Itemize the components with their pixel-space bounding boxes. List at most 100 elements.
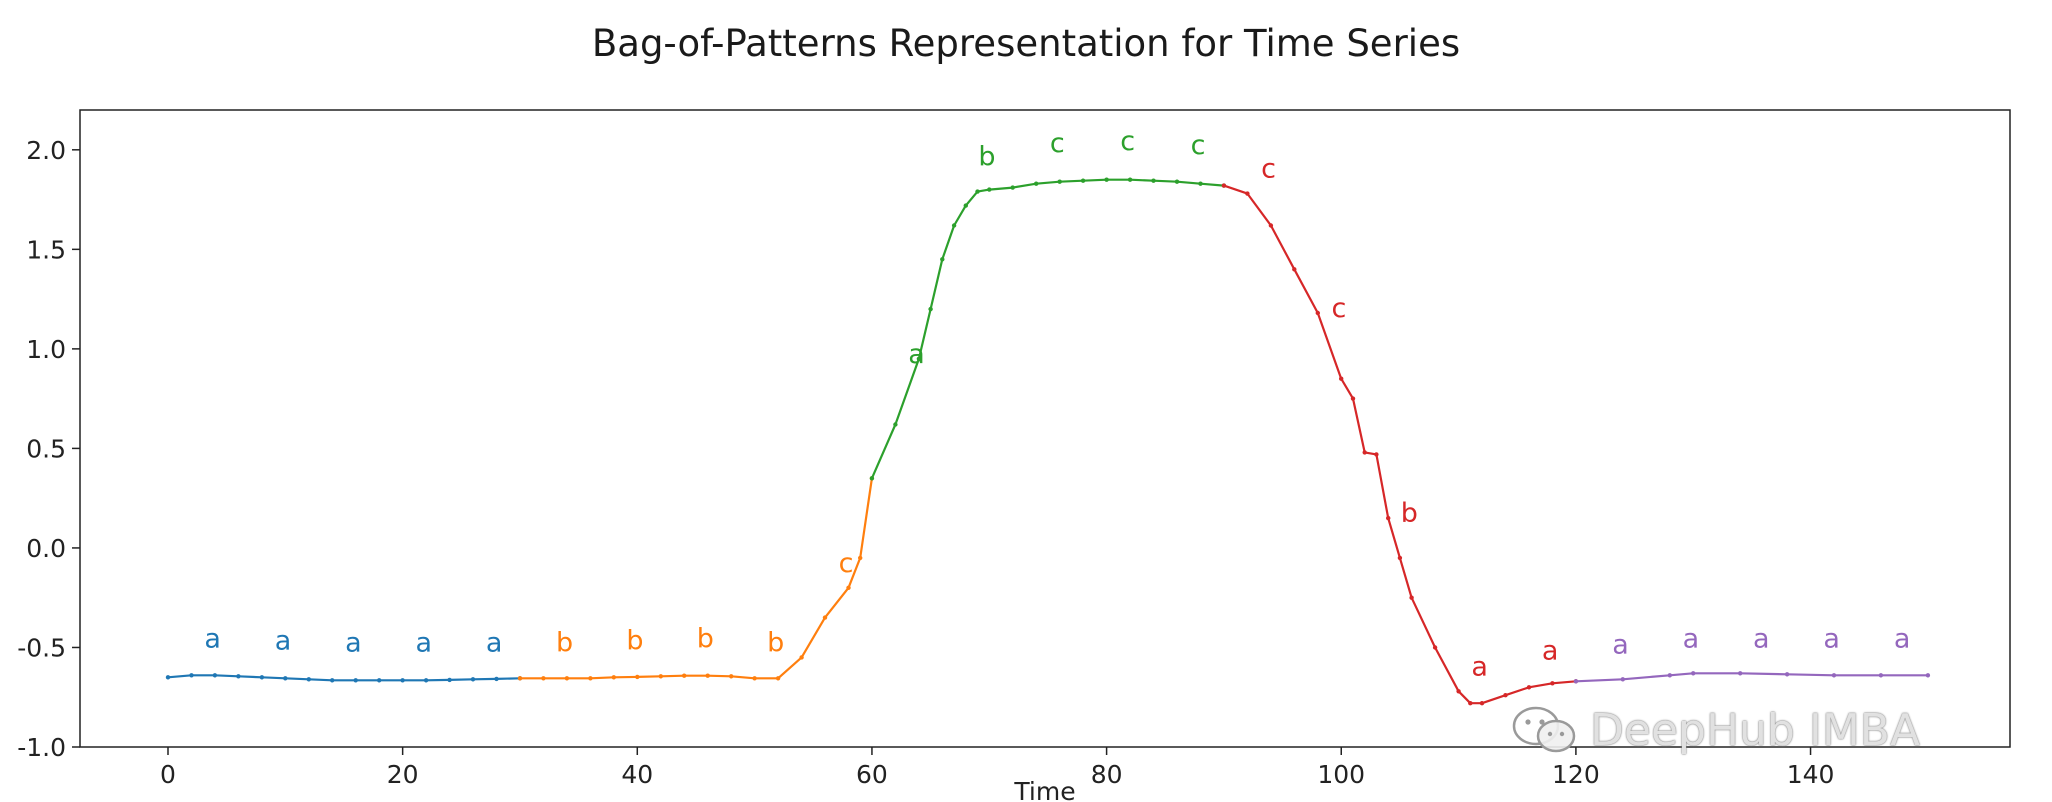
series-2-point xyxy=(846,585,851,590)
pattern-letter: a xyxy=(908,339,925,370)
series-4-point xyxy=(1374,452,1379,457)
series-2-point xyxy=(822,615,828,620)
pattern-letter: a xyxy=(486,627,503,658)
series-2-point xyxy=(799,655,804,660)
pattern-letter: b xyxy=(978,142,995,173)
series-1-point xyxy=(330,678,335,683)
pattern-letter: b xyxy=(556,627,573,658)
y-tick-label: -0.5 xyxy=(17,633,66,662)
series-3-point xyxy=(1080,178,1086,183)
wechat-icon xyxy=(1512,706,1576,753)
series-3-point xyxy=(1127,177,1133,182)
x-tick-label: 60 xyxy=(856,760,888,789)
series-5-point xyxy=(1738,671,1743,676)
series-4-point xyxy=(1409,595,1414,600)
pattern-letter: a xyxy=(416,627,433,658)
pattern-letter: c xyxy=(1050,128,1065,159)
pattern-letter: a xyxy=(1683,624,1700,655)
series-3-point xyxy=(987,187,992,192)
watermark: DeepHub IMBA xyxy=(1510,702,1920,758)
series-3-point xyxy=(869,476,875,481)
series-1-point xyxy=(377,678,382,683)
y-tick-label: 1.5 xyxy=(26,235,66,264)
series-4-point xyxy=(1526,685,1532,690)
series-1-point xyxy=(236,674,241,679)
series-2-point xyxy=(564,676,570,681)
series-2-point xyxy=(588,676,593,681)
series-3-point xyxy=(1174,179,1180,184)
series-4-point xyxy=(1350,396,1356,401)
series-4-point xyxy=(1362,450,1367,455)
y-tick-label: -1.0 xyxy=(17,733,66,762)
series-4-point xyxy=(1397,555,1403,561)
pattern-letter: c xyxy=(1261,154,1276,185)
series-5-point xyxy=(1878,673,1884,678)
pattern-letter: c xyxy=(1191,130,1206,161)
series-1-point xyxy=(423,678,429,683)
pattern-letter: b xyxy=(767,627,784,658)
series-2-point xyxy=(541,676,546,681)
pattern-letter: a xyxy=(1753,624,1770,655)
series-2-point xyxy=(729,674,734,679)
series-4-point xyxy=(1550,681,1555,686)
series-5-point xyxy=(1620,677,1626,682)
axes: 0 20 40 60 80 100 120 140 -1.0 -0.5 0.0 0.5 1.0 1.5 2.… xyxy=(17,136,1834,789)
series-4-point xyxy=(1432,645,1438,650)
series-3-point xyxy=(1151,178,1156,183)
series-5-point xyxy=(1573,679,1579,684)
series-5-point xyxy=(1667,673,1673,678)
series-3-point xyxy=(963,203,968,208)
series-1-point xyxy=(306,677,311,682)
series-3-point xyxy=(1034,181,1039,186)
series-3-point xyxy=(951,223,957,228)
chart-title: Bag-of-Patterns Representation for Time … xyxy=(591,22,1461,65)
x-tick-label: 0 xyxy=(160,760,176,789)
watermark-text: DeepHub IMBA xyxy=(1590,704,1921,756)
series-2-point xyxy=(775,676,781,681)
series-3-point xyxy=(975,189,980,194)
series-5-point xyxy=(1784,672,1790,677)
pattern-letter: b xyxy=(626,626,643,657)
pattern-letter: b xyxy=(697,624,714,655)
series-3-point xyxy=(1057,179,1062,184)
series-2-point xyxy=(752,676,757,681)
pattern-letter: c xyxy=(839,548,854,579)
plot-marks: a a a a a b b b b c a b c c c c c b a a a a a a a xyxy=(165,126,1931,706)
series-2-point xyxy=(658,674,663,679)
series-1-point xyxy=(165,675,171,680)
x-tick-label: 80 xyxy=(1091,760,1123,789)
series-4-point xyxy=(1503,693,1508,698)
x-tick-label: 140 xyxy=(1787,760,1835,789)
x-axis-label: Time xyxy=(1013,777,1075,802)
series-line-4 xyxy=(1222,184,1578,705)
series-2-point xyxy=(858,555,863,561)
series-3-point xyxy=(893,422,898,427)
series-4-point xyxy=(1221,183,1227,188)
y-tick-label: 0.0 xyxy=(26,534,66,563)
series-5-point xyxy=(1925,673,1931,678)
series-2-point xyxy=(611,675,616,680)
series-2-point xyxy=(635,674,640,680)
series-3-point xyxy=(928,306,933,312)
series-line-3 xyxy=(870,178,1226,480)
series-4-point xyxy=(1315,310,1321,316)
series-2-point xyxy=(682,673,687,678)
x-tick-label: 40 xyxy=(621,760,653,789)
series-4-point xyxy=(1268,223,1274,228)
series-1-point xyxy=(189,673,194,678)
pattern-letter: c xyxy=(1331,293,1346,324)
y-tick-label: 0.5 xyxy=(26,434,66,463)
pattern-letter: a xyxy=(1471,651,1488,682)
series-1-point xyxy=(212,673,218,678)
series-1-point xyxy=(353,678,358,683)
series-1-point xyxy=(400,678,405,683)
pattern-letter: a xyxy=(275,626,292,657)
series-5-point xyxy=(1831,673,1837,678)
series-4-point xyxy=(1479,701,1485,706)
y-tick-label: 2.0 xyxy=(26,136,66,165)
series-4-point xyxy=(1339,376,1344,381)
series-3-point xyxy=(916,356,922,361)
series-line-1 xyxy=(166,674,522,682)
x-tick-label: 20 xyxy=(387,760,419,789)
series-3-point xyxy=(1010,185,1015,190)
